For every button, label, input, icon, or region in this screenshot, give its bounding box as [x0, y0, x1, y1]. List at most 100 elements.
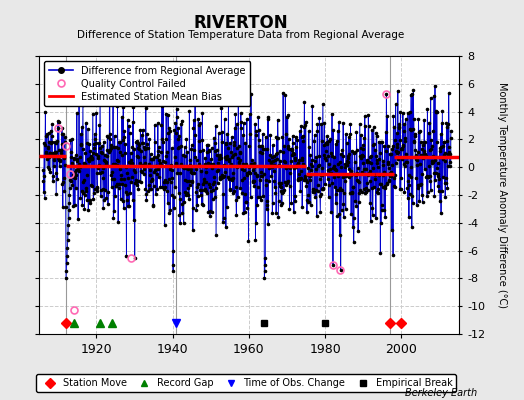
Point: [186, 157, 194, 163]
Point: [220, 162, 228, 168]
Point: [314, 163, 323, 170]
Point: [347, 167, 356, 174]
Point: [412, 175, 420, 182]
Point: [216, 174, 225, 181]
Point: [80, 177, 89, 183]
Point: [442, 120, 451, 126]
Point: [99, 205, 107, 211]
Point: [385, 176, 394, 183]
Point: [228, 177, 236, 183]
Point: [276, 183, 284, 189]
Point: [378, 139, 386, 145]
Point: [286, 183, 294, 189]
Point: [420, 151, 429, 157]
Point: [256, 177, 264, 184]
Point: [81, 161, 89, 167]
Point: [398, 142, 407, 149]
Point: [124, 202, 132, 209]
Point: [444, 120, 452, 127]
Point: [91, 151, 100, 158]
Point: [305, 177, 314, 183]
Point: [358, 152, 366, 158]
Point: [285, 145, 293, 152]
Point: [215, 153, 223, 160]
Point: [385, 173, 394, 179]
Point: [91, 136, 100, 142]
Point: [412, 156, 420, 162]
Point: [209, 196, 217, 203]
Point: [255, 127, 263, 134]
Point: [60, 174, 68, 181]
Point: [142, 190, 150, 197]
Point: [81, 150, 90, 156]
Point: [437, 210, 445, 216]
Point: [372, 153, 380, 159]
Point: [135, 178, 143, 184]
Point: [94, 140, 103, 146]
Point: [68, 136, 76, 142]
Point: [376, 181, 384, 188]
Point: [251, 121, 259, 127]
Point: [330, 166, 339, 172]
Point: [322, 148, 330, 154]
Point: [296, 128, 304, 134]
Point: [276, 148, 284, 155]
Point: [258, 130, 267, 137]
Point: [365, 170, 374, 176]
Point: [63, 252, 71, 259]
Point: [233, 144, 241, 151]
Point: [436, 131, 445, 138]
Point: [298, 134, 306, 140]
Point: [404, 178, 412, 184]
Point: [364, 123, 373, 129]
Point: [419, 139, 428, 145]
Point: [399, 110, 407, 116]
Point: [92, 140, 100, 146]
Point: [418, 171, 426, 177]
Point: [432, 138, 441, 145]
Point: [153, 186, 161, 192]
Point: [211, 194, 219, 200]
Point: [428, 158, 436, 164]
Point: [165, 210, 173, 217]
Point: [72, 151, 81, 158]
Point: [270, 153, 278, 159]
Point: [227, 176, 235, 182]
Point: [216, 152, 225, 158]
Point: [46, 150, 54, 156]
Point: [80, 206, 89, 212]
Point: [353, 146, 361, 153]
Point: [319, 101, 327, 107]
Point: [233, 164, 242, 170]
Point: [163, 199, 172, 206]
Point: [198, 201, 206, 208]
Point: [127, 161, 136, 167]
Point: [333, 138, 341, 144]
Point: [43, 156, 51, 162]
Point: [209, 181, 217, 187]
Point: [361, 113, 369, 120]
Point: [129, 217, 138, 223]
Point: [191, 154, 199, 160]
Point: [101, 152, 110, 158]
Point: [82, 184, 91, 191]
Point: [382, 147, 390, 154]
Point: [176, 196, 184, 202]
Point: [436, 198, 444, 204]
Point: [43, 144, 52, 151]
Point: [88, 182, 96, 189]
Point: [272, 134, 280, 140]
Point: [443, 185, 452, 191]
Point: [46, 169, 54, 175]
Point: [119, 104, 127, 110]
Point: [431, 109, 440, 115]
Point: [350, 238, 358, 245]
Point: [446, 150, 454, 157]
Point: [224, 100, 233, 106]
Point: [157, 122, 166, 129]
Point: [160, 179, 168, 186]
Point: [283, 112, 292, 119]
Point: [304, 128, 313, 134]
Point: [172, 161, 180, 167]
Point: [198, 110, 206, 116]
